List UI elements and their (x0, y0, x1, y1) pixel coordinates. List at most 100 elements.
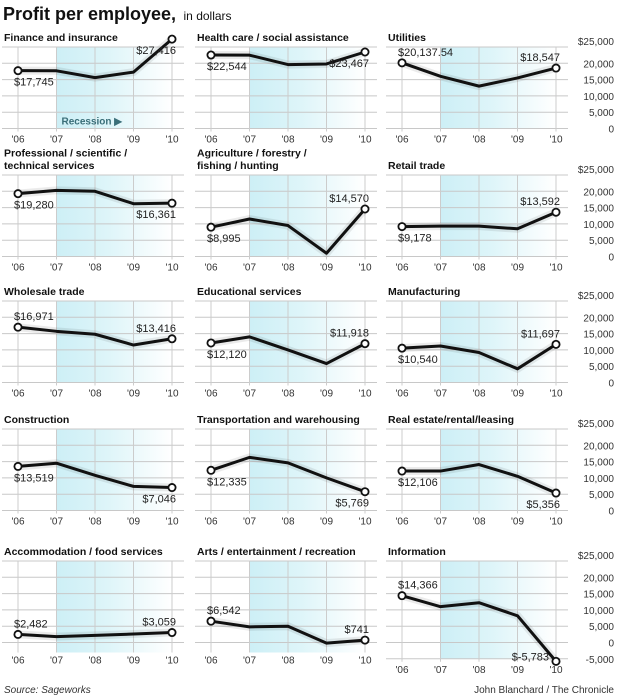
x-tick-label: '10 (358, 517, 371, 528)
data-label: $2,482 (14, 618, 48, 630)
y-tick-label: 10,000 (583, 606, 614, 617)
data-point (13, 66, 23, 76)
series-line (210, 619, 366, 645)
series-line (17, 631, 173, 639)
y-tick-label: -5,000 (586, 655, 615, 666)
x-tick-label: '09 (320, 135, 333, 146)
y-tick-label: 15,000 (583, 76, 614, 87)
series-line (17, 37, 173, 80)
x-tick-label: '08 (472, 135, 485, 146)
x-tick-label: '07 (243, 135, 256, 146)
y-tick-label: 0 (608, 507, 614, 518)
x-tick-label: '08 (281, 656, 294, 667)
panel: '06 '07 '08 '09 '10 Manufacturing $25,000 20,00… (386, 286, 614, 400)
panel: '06 '07 '08 '09 '10 Professional / scientific… (2, 148, 184, 274)
y-tick-label: $25,000 (578, 291, 615, 302)
data-label: $13,592 (520, 196, 560, 208)
panel: '06 '07 '08 '09 '10 Retail trade $25,000 20,000… (386, 160, 614, 274)
y-tick-label: 5,000 (589, 236, 614, 247)
x-tick-label: '06 (204, 263, 217, 274)
data-point (360, 204, 370, 214)
series-line (210, 335, 366, 366)
y-tick-label: 10,000 (583, 92, 614, 103)
y-tick-label: 0 (608, 639, 614, 650)
y-tick-label: 0 (608, 253, 614, 264)
x-tick-label: '08 (281, 263, 294, 274)
x-tick-label: '09 (511, 135, 524, 146)
panel: '06 '07 '08 '09 '10 Educational services $12,1… (195, 286, 377, 400)
y-tick-label: 15,000 (583, 590, 614, 601)
y-tick-label: 20,000 (583, 441, 614, 452)
x-tick-label: '06 (204, 656, 217, 667)
panel: '06 '07 '08 '09 '10 Accommodation / food serv… (2, 546, 184, 667)
data-point (551, 207, 561, 217)
panel-title: Information (388, 546, 446, 558)
x-tick-label: '07 (50, 656, 63, 667)
data-label: $20,137.54 (398, 47, 453, 59)
series-line (210, 455, 366, 494)
x-tick-label: '09 (320, 517, 333, 528)
source-note: Source: Sageworks (4, 685, 91, 696)
panel: '06 '07 '08 '09 '10 Real estate/rental/leasin… (386, 414, 614, 528)
y-tick-label: $25,000 (578, 419, 615, 430)
x-tick-label: '10 (549, 263, 562, 274)
data-point (397, 58, 407, 68)
recession-label: Recession ▶ (62, 117, 124, 128)
x-tick-label: '08 (88, 135, 101, 146)
x-tick-label: '09 (127, 263, 140, 274)
data-label: $23,467 (329, 58, 369, 70)
x-tick-label: '10 (165, 389, 178, 400)
y-tick-label: 0 (608, 125, 614, 136)
x-tick-label: '08 (281, 135, 294, 146)
data-label: $-5,783 (512, 651, 549, 663)
recession-shade (56, 47, 172, 129)
data-point (206, 465, 216, 475)
x-tick-label: '07 (434, 517, 447, 528)
data-point (551, 339, 561, 349)
series-line (401, 463, 557, 495)
y-tick-label: 0 (608, 379, 614, 390)
y-tick-label: 10,000 (583, 474, 614, 485)
data-label: $12,335 (207, 476, 247, 488)
panel-title: Real estate/rental/leasing (388, 414, 514, 426)
recession-shade (56, 175, 172, 257)
x-tick-label: '10 (358, 135, 371, 146)
panel-title: Arts / entertainment / recreation (197, 546, 356, 558)
data-point (13, 189, 23, 199)
recession-shade (440, 175, 556, 257)
x-tick-label: '10 (165, 517, 178, 528)
x-tick-label: '10 (165, 263, 178, 274)
panel-title: Retail trade (388, 160, 445, 172)
y-tick-label: 10,000 (583, 346, 614, 357)
data-label: $13,519 (14, 472, 54, 484)
panel-title: Professional / scientific / (4, 148, 127, 160)
x-tick-label: '08 (88, 389, 101, 400)
title-unit: in dollars (184, 9, 232, 23)
x-tick-label: '06 (11, 656, 24, 667)
data-label: $13,416 (136, 323, 176, 335)
data-point (360, 487, 370, 497)
y-tick-label: 10,000 (583, 220, 614, 231)
panel-title: Utilities (388, 32, 426, 44)
data-point (551, 656, 561, 666)
x-tick-label: '06 (395, 665, 408, 676)
data-point (206, 50, 216, 60)
y-tick-label: 20,000 (583, 573, 614, 584)
data-label: $5,356 (526, 499, 560, 511)
panel: '06 '07 '08 '09 '10 Health care / social assi… (195, 32, 377, 146)
data-label: $741 (345, 624, 369, 636)
x-tick-label: '07 (50, 263, 63, 274)
data-label: $7,046 (142, 494, 176, 506)
data-point (206, 222, 216, 232)
data-point (206, 616, 216, 626)
panel-title: technical services (4, 160, 95, 172)
data-label: $14,366 (398, 580, 438, 592)
data-point (397, 343, 407, 353)
series-line (210, 208, 367, 255)
data-label: $11,918 (330, 328, 369, 340)
x-tick-label: '10 (549, 665, 562, 676)
y-tick-label: 20,000 (583, 187, 614, 198)
x-tick-label: '09 (511, 389, 524, 400)
data-point (397, 466, 407, 476)
